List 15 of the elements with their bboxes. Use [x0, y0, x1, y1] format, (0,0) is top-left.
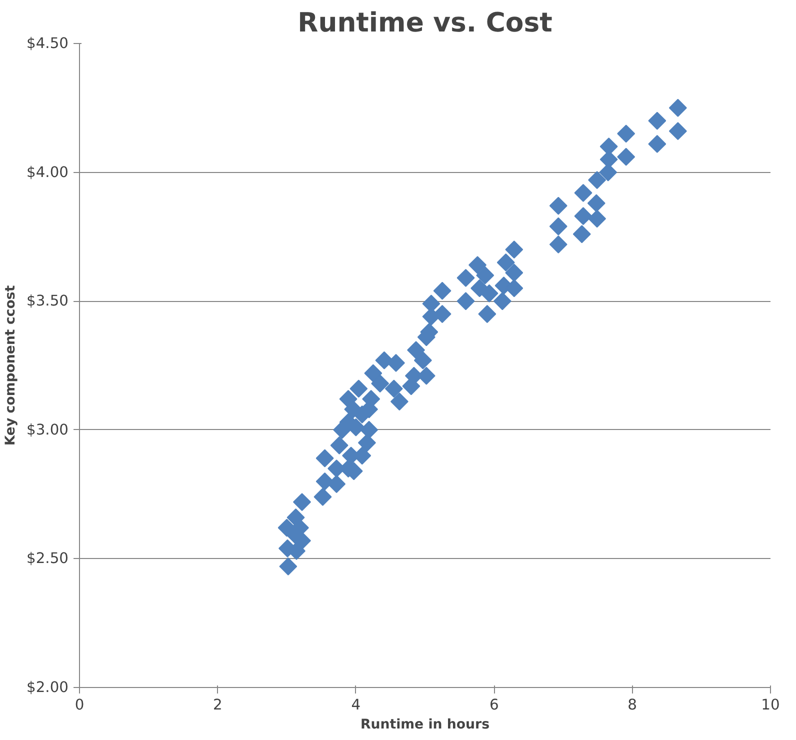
y-tick-label: $2.50	[26, 550, 69, 568]
x-axis-title: Runtime in hours	[360, 718, 490, 732]
y-tick-label: $2.00	[26, 679, 69, 696]
y-tick-label: $3.00	[26, 421, 69, 438]
x-tick-label: 2	[213, 696, 222, 714]
x-tick-label: 0	[74, 696, 84, 714]
y-axis-title: Key component ccost	[4, 284, 19, 446]
y-tick-label: $3.50	[26, 292, 69, 310]
y-tick-label: $4.00	[26, 164, 69, 181]
chart-title: Runtime vs. Cost	[298, 8, 553, 38]
x-tick-label: 10	[761, 696, 780, 714]
x-tick-label: 8	[628, 696, 637, 714]
x-tick-label: 6	[489, 696, 499, 714]
y-tick-label: $4.50	[26, 35, 69, 52]
x-tick-label: 4	[351, 696, 361, 714]
